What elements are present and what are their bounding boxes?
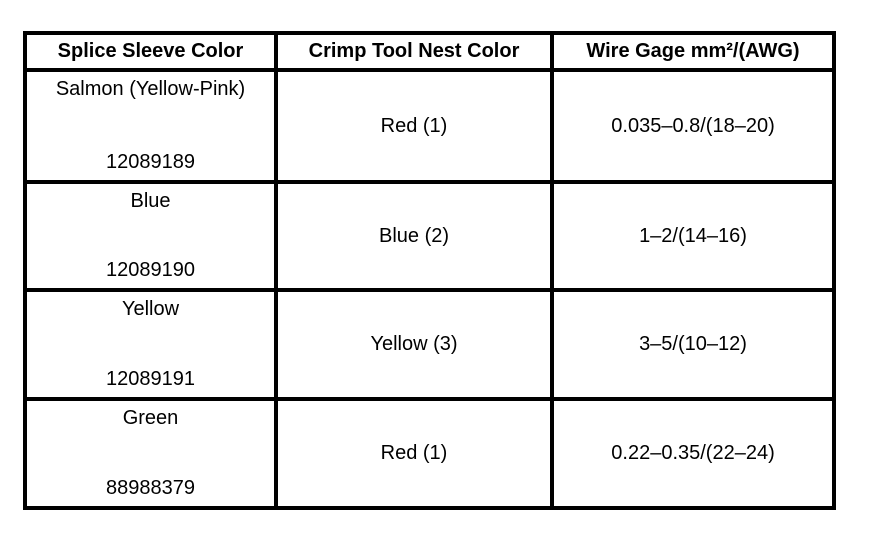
table-cell-sleeve: Yellow 12089191 xyxy=(27,292,274,397)
row-divider xyxy=(23,180,836,184)
table-cell-wire-gage: 0.035–0.8/(18–20) xyxy=(611,114,775,137)
row-divider xyxy=(23,288,836,292)
sleeve-color: Salmon (Yellow-Pink) xyxy=(55,78,246,100)
part-number: 12089190 xyxy=(106,259,195,281)
table-border-right xyxy=(832,31,836,510)
part-number: 88988379 xyxy=(106,477,195,499)
table-cell-nest-color: Red (1) xyxy=(380,114,448,137)
table-cell-sleeve: Salmon (Yellow-Pink) 12089189 xyxy=(27,72,274,180)
table-cell-wire-gage: 3–5/(10–12) xyxy=(639,333,747,355)
table-cell-nest-color: Yellow (3) xyxy=(370,333,458,355)
table-cell-wire-gage: 1–2/(14–16) xyxy=(639,224,747,247)
table-cell-sleeve: Green 88988379 xyxy=(27,401,274,506)
row-divider xyxy=(23,68,836,72)
table-cell-nest-color: Red (1) xyxy=(380,442,448,464)
sleeve-color: Blue xyxy=(130,190,171,212)
column-header: Wire Gage mm²/(AWG) xyxy=(586,40,800,62)
table-border-top xyxy=(23,31,836,35)
table-border-left xyxy=(23,31,27,510)
table-cell-wire-gage: 0.22–0.35/(22–24) xyxy=(611,442,775,464)
row-divider xyxy=(23,397,836,401)
column-divider xyxy=(550,31,554,510)
table-border-bottom xyxy=(23,506,836,510)
column-header: Splice Sleeve Color xyxy=(57,40,244,62)
sleeve-color: Green xyxy=(122,407,179,429)
table-cell-sleeve: Blue 12089190 xyxy=(27,184,274,288)
sleeve-color: Yellow xyxy=(121,298,180,320)
part-number: 12089191 xyxy=(106,368,195,390)
column-divider xyxy=(274,31,278,510)
table-cell-nest-color: Blue (2) xyxy=(378,224,450,247)
column-header: Crimp Tool Nest Color xyxy=(308,40,520,62)
part-number: 12089189 xyxy=(106,151,195,173)
